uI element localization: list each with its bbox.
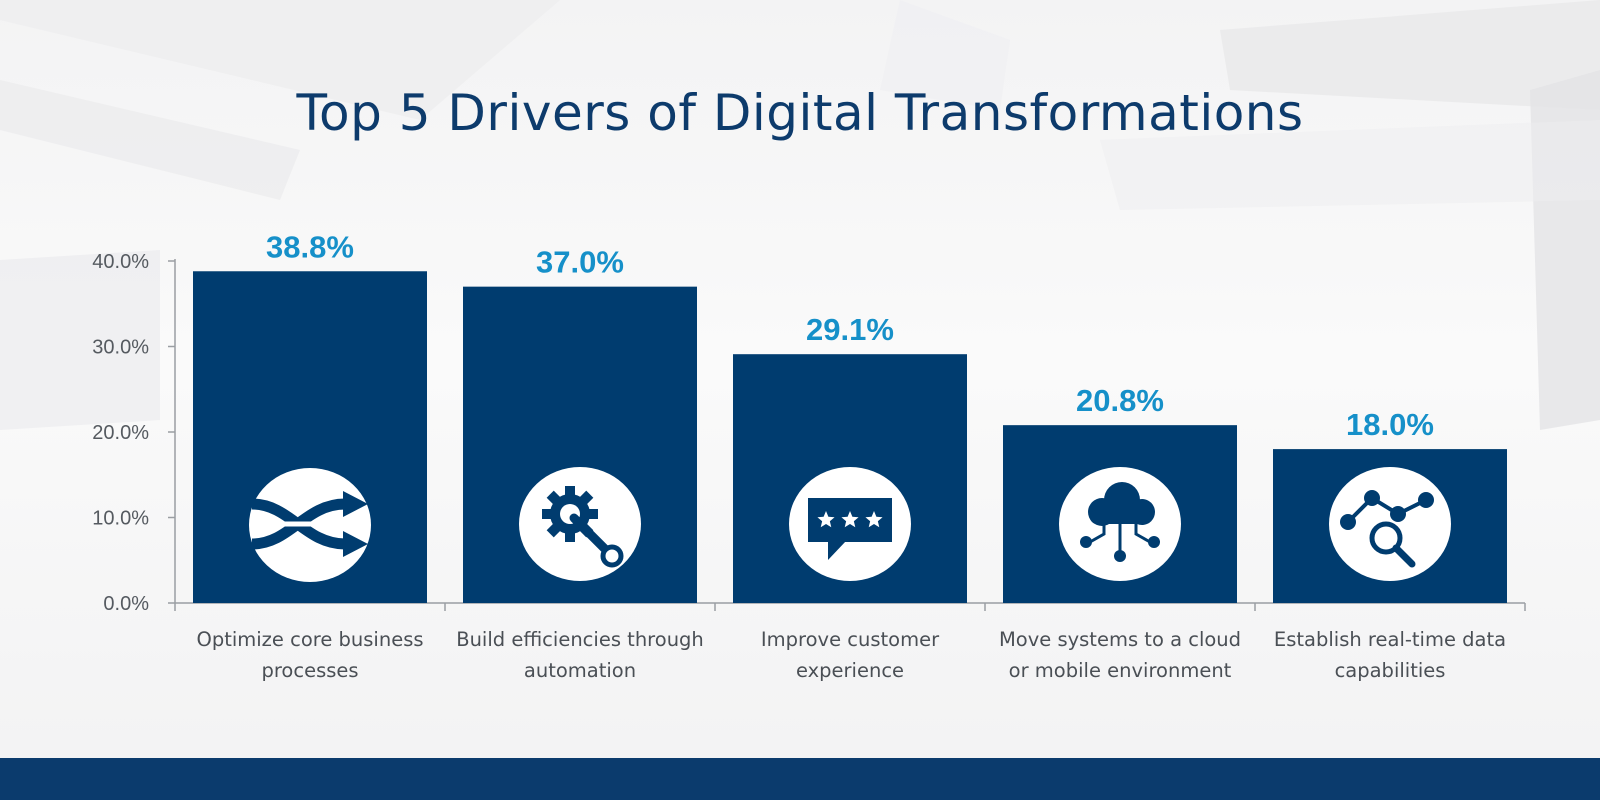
data-label: 29.1% (806, 312, 894, 347)
x-category-label: Move systems to a cloud (999, 628, 1241, 651)
footer-band (0, 758, 1600, 800)
data-label: 38.8% (266, 229, 354, 264)
x-category-label: or mobile environment (1009, 659, 1232, 682)
y-tick-label: 20.0% (92, 422, 149, 444)
rating-stars-icon (789, 467, 911, 581)
data-label: 18.0% (1346, 407, 1434, 442)
x-category-label: Improve customer (761, 628, 940, 651)
x-category-label: processes (261, 659, 358, 682)
bar-chart: 0.0% 10.0% 20.0% 30.0% 40.0% 38.8% Optimize co… (92, 229, 1526, 682)
x-category-label: capabilities (1335, 659, 1446, 682)
y-tick-label: 10.0% (92, 508, 149, 530)
x-category-label: automation (524, 659, 636, 682)
data-label: 37.0% (536, 245, 624, 280)
y-tick-label: 0.0% (103, 593, 149, 615)
x-category-label: Build efficiencies through (456, 628, 704, 651)
x-category-label: Establish real-time data (1274, 628, 1506, 651)
data-label: 20.8% (1076, 383, 1164, 418)
shuffle-arrows-icon (249, 468, 371, 582)
x-category-label: Optimize core business (196, 628, 423, 651)
chart-title: Top 5 Drivers of Digital Transformations (296, 84, 1304, 142)
gear-wrench-icon (519, 467, 641, 581)
y-tick-label: 40.0% (92, 251, 149, 273)
data-search-icon (1329, 467, 1451, 581)
y-tick-label: 30.0% (92, 337, 149, 359)
x-category-label: experience (796, 659, 904, 682)
cloud-network-icon (1059, 467, 1181, 581)
